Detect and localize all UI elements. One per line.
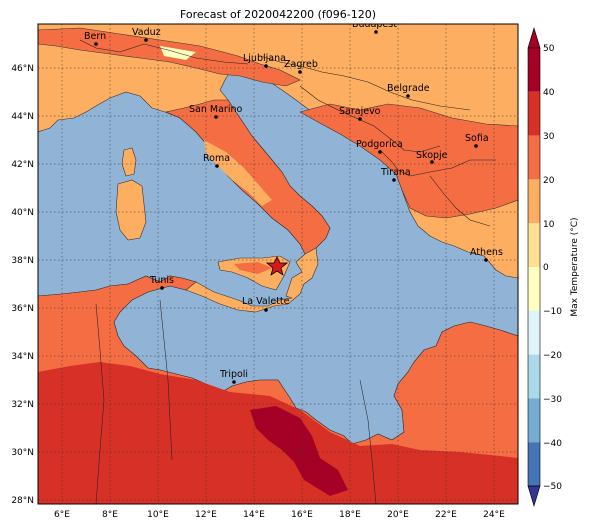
x-tick-label: 20°E bbox=[387, 510, 409, 520]
alps-band bbox=[38, 27, 301, 87]
city-label-bern: Bern bbox=[84, 31, 106, 42]
colorbar-tick: 0 bbox=[543, 263, 549, 273]
city-label-podgorica: Podgorica bbox=[356, 139, 403, 150]
city-label-zagreb: Zagreb bbox=[284, 59, 318, 70]
colorbar-tick: 10 bbox=[543, 220, 555, 230]
map-area: Bern Vaduz Budapest Ljubljana Zagreb Bel… bbox=[38, 19, 518, 504]
city-label-sarajevo: Sarajevo bbox=[339, 106, 381, 117]
graticule bbox=[38, 24, 518, 504]
city-label-athens: Athens bbox=[470, 247, 503, 258]
colorbar-label: Max Temperature (°C) bbox=[570, 217, 580, 316]
colorbar: 50 40 30 20 10 0 −10 −20 −30 −40 −50 Max… bbox=[527, 26, 580, 508]
x-tick-label: 6°E bbox=[54, 510, 70, 520]
colorbar-segment bbox=[528, 91, 540, 136]
x-axis: 6°E 8°E 10°E 12°E 14°E 16°E 18°E 20°E 22… bbox=[54, 510, 505, 520]
city-markers bbox=[94, 30, 488, 384]
colorbar-segment bbox=[528, 398, 540, 443]
y-tick-label: 40°N bbox=[11, 208, 34, 218]
y-axis: 46°N 44°N 42°N 40°N 38°N 36°N 34°N 32°N … bbox=[11, 64, 34, 506]
y-tick-label: 28°N bbox=[11, 496, 34, 506]
sardinia bbox=[115, 179, 147, 241]
x-tick-label: 16°E bbox=[291, 510, 313, 520]
y-tick-label: 30°N bbox=[11, 448, 34, 458]
colorbar-tick: 40 bbox=[543, 88, 555, 98]
colorbar-tick: −40 bbox=[543, 439, 562, 449]
y-tick-label: 42°N bbox=[11, 160, 34, 170]
colorbar-segment bbox=[528, 179, 540, 224]
colorbar-segment bbox=[528, 310, 540, 355]
city-label-vaduz: Vaduz bbox=[132, 27, 161, 38]
y-tick-label: 32°N bbox=[11, 400, 34, 410]
map-frame bbox=[37, 23, 519, 505]
y-tick-label: 36°N bbox=[11, 304, 34, 314]
colorbar-tick: 30 bbox=[543, 132, 555, 142]
colorbar-tick: 50 bbox=[543, 44, 555, 54]
colorbar-segments bbox=[528, 48, 540, 486]
colorbar-segment bbox=[528, 354, 540, 399]
city-label-belgrade: Belgrade bbox=[387, 83, 430, 94]
city-labels: Bern Vaduz Budapest Ljubljana Zagreb Bel… bbox=[84, 19, 503, 380]
y-tick-label: 38°N bbox=[11, 256, 34, 266]
x-tick-label: 22°E bbox=[435, 510, 457, 520]
city-label-tunis: Tunis bbox=[149, 275, 174, 286]
city-label-sofia: Sofia bbox=[465, 133, 489, 144]
x-tick-label: 8°E bbox=[102, 510, 118, 520]
balkans-warm bbox=[299, 103, 518, 219]
africa-band-very-hot bbox=[250, 406, 348, 496]
colorbar-bottom-arrow bbox=[527, 485, 541, 508]
colorbar-tick: −10 bbox=[543, 307, 562, 317]
x-tick-label: 14°E bbox=[243, 510, 265, 520]
italy-cool-zone bbox=[204, 140, 272, 206]
colorbar-frame bbox=[527, 47, 541, 487]
city-label-ljubljana: Ljubljana bbox=[243, 53, 286, 64]
y-tick-label: 46°N bbox=[11, 64, 34, 74]
colorbar-segment bbox=[528, 223, 540, 267]
sicily-warm bbox=[234, 262, 272, 274]
city-label-roma: Roma bbox=[203, 153, 230, 164]
y-tick-label: 34°N bbox=[11, 352, 34, 362]
city-label-budapest: Budapest bbox=[352, 19, 397, 30]
city-label-la-valette: La Valette bbox=[242, 296, 290, 307]
colorbar-tick: −20 bbox=[543, 351, 562, 361]
colorbar-segment bbox=[528, 267, 540, 311]
colorbar-segment bbox=[528, 135, 540, 180]
map-title: Forecast of 2020042200 (f096-120) bbox=[180, 8, 376, 21]
city-label-san-marino: San Marino bbox=[189, 104, 242, 115]
colorbar-tick: 20 bbox=[543, 176, 555, 186]
x-tick-label: 18°E bbox=[339, 510, 361, 520]
y-tick-label: 44°N bbox=[11, 112, 34, 122]
x-tick-label: 10°E bbox=[147, 510, 169, 520]
colorbar-tick: −30 bbox=[543, 395, 562, 405]
star-icon bbox=[265, 256, 289, 276]
city-label-skopje: Skopje bbox=[416, 150, 448, 161]
x-tick-label: 12°E bbox=[195, 510, 217, 520]
colorbar-ticks: 50 40 30 20 10 0 −10 −20 −30 −40 −50 bbox=[543, 44, 562, 492]
city-label-tripoli: Tripoli bbox=[219, 369, 248, 380]
colorbar-tick: −50 bbox=[543, 482, 562, 492]
x-tick-label: 24°E bbox=[483, 510, 505, 520]
colorbar-top-arrow bbox=[527, 26, 541, 49]
borders bbox=[79, 39, 496, 504]
colorbar-segment bbox=[528, 442, 540, 486]
city-label-tirana: Tirana bbox=[380, 167, 411, 178]
colorbar-segment bbox=[528, 48, 540, 92]
